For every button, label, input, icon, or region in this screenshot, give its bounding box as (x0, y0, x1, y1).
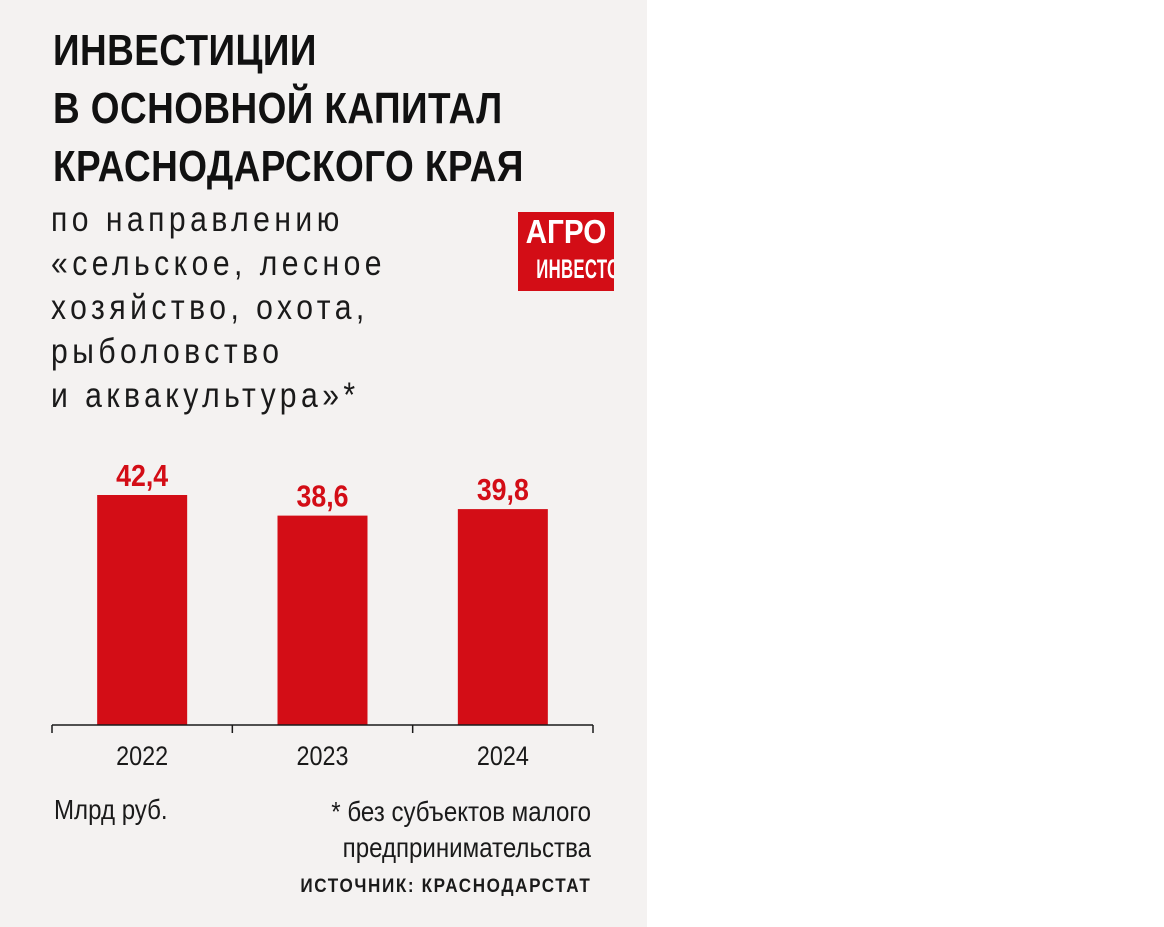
subtitle-line: хозяйство, охота, (51, 288, 369, 327)
subtitle-line: и аквакультура»* (51, 376, 360, 415)
value-label-2022: 42,4 (116, 458, 169, 493)
chart-subtitle: по направлению «сельское, лесное хозяйст… (51, 198, 386, 418)
subtitle-line: по направлению (51, 200, 344, 239)
bar-chart: 42,4 38,6 39,8 2022 2023 2024 (51, 458, 594, 771)
logo-text-line1: АГРО (525, 213, 607, 250)
agroinvestor-logo: АГРО ИНВЕСТОР (518, 212, 614, 291)
value-label-2023: 38,6 (297, 479, 349, 514)
bar-2022 (97, 495, 188, 725)
subtitle-line: рыболовство (51, 332, 284, 371)
subtitle-line: «сельское, лесное (51, 244, 387, 283)
unit-label: Млрд руб. (54, 794, 168, 825)
title-line: КРАСНОДАРСКОГО КРАЯ (53, 142, 524, 191)
bar-2023 (277, 515, 368, 725)
bars-layer (97, 495, 548, 725)
chart-panel: ИНВЕСТИЦИИ В ОСНОВНОЙ КАПИТАЛ КРАСНОДАРС… (0, 0, 647, 927)
x-tick-label-2024: 2024 (477, 741, 529, 771)
source-note: ИСТОЧНИК: КРАСНОДАРСТАТ (299, 876, 591, 897)
logo-text-line2: ИНВЕСТОР (536, 254, 614, 284)
chart-title: ИНВЕСТИЦИИ В ОСНОВНОЙ КАПИТАЛ КРАСНОДАРС… (53, 22, 524, 196)
x-tick-label-2023: 2023 (297, 741, 349, 771)
title-line: В ОСНОВНОЙ КАПИТАЛ (53, 84, 503, 133)
x-tick-labels-layer: 2022 2023 2024 (116, 741, 529, 771)
bar-2024 (457, 509, 548, 725)
x-axis (51, 724, 594, 733)
footnote: * без субъектов малого предпринимательст… (331, 794, 591, 866)
footnote-line: предпринимательства (342, 832, 591, 863)
value-labels-layer: 42,4 38,6 39,8 (116, 458, 529, 514)
value-label-2024: 39,8 (477, 472, 529, 507)
title-line: ИНВЕСТИЦИИ (53, 26, 317, 75)
x-tick-label-2022: 2022 (116, 741, 168, 771)
footnote-line: * без субъектов малого (331, 796, 591, 827)
